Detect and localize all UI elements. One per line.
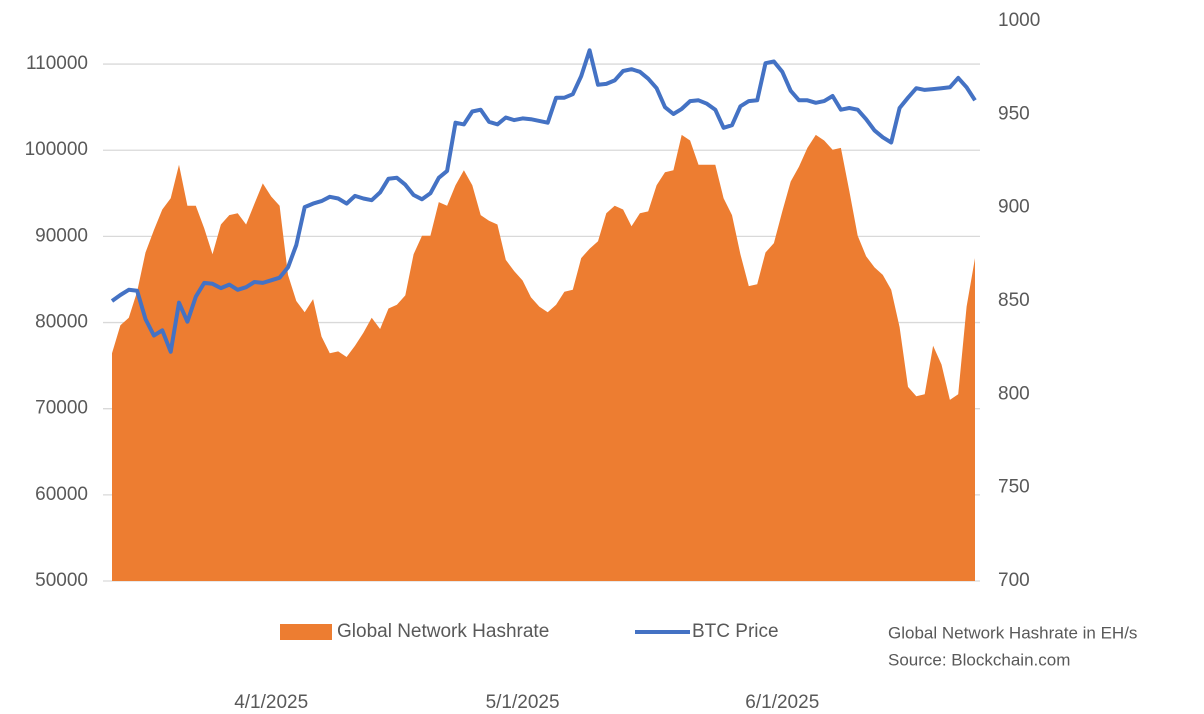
x-tick-label: 6/1/2025 <box>745 692 819 713</box>
annotation: Global Network Hashrate in EH/s <box>888 623 1137 642</box>
y2-tick-label: 900 <box>998 197 1030 218</box>
plot-area <box>110 48 977 581</box>
legend-swatch <box>280 624 332 640</box>
hashrate-area <box>112 134 975 581</box>
y2-tick-label: 700 <box>998 570 1030 591</box>
y2-tick-label: 750 <box>998 477 1030 498</box>
y2-tick-label: 1000 <box>998 10 1040 31</box>
legend-label: Global Network Hashrate <box>337 621 549 642</box>
y-tick-label: 50000 <box>35 570 88 591</box>
legend-label: BTC Price <box>692 621 779 642</box>
y-tick-label: 90000 <box>35 225 88 246</box>
annotation: Source: Blockchain.com <box>888 650 1070 669</box>
x-tick-label: 5/1/2025 <box>486 692 560 713</box>
y-tick-label: 110000 <box>26 53 88 74</box>
y2-tick-label: 800 <box>998 383 1030 404</box>
x-tick-label: 4/1/2025 <box>234 692 308 713</box>
y-tick-label: 100000 <box>25 139 88 160</box>
y-tick-label: 60000 <box>35 484 88 505</box>
y2-tick-label: 950 <box>998 103 1030 124</box>
y-tick-label: 80000 <box>35 312 88 333</box>
y2-tick-label: 850 <box>998 290 1030 311</box>
y-tick-label: 70000 <box>35 398 88 419</box>
price-line <box>110 48 977 354</box>
